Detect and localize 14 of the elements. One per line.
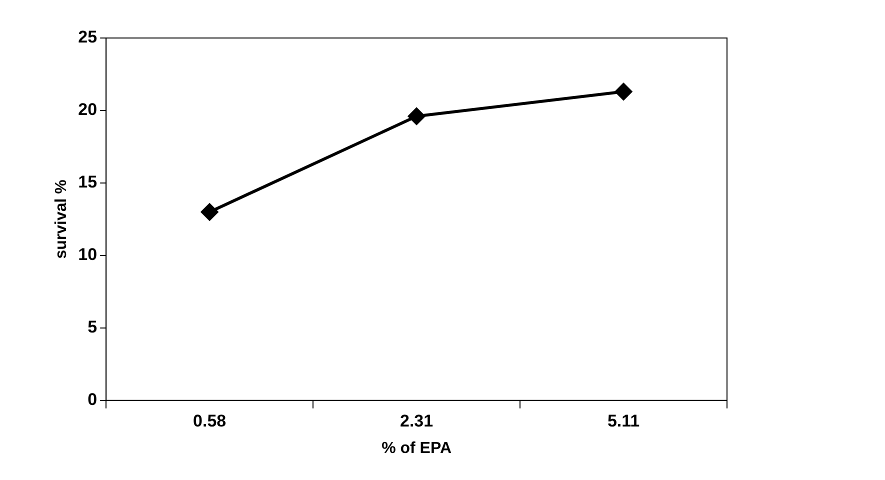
x-axis-title: % of EPA bbox=[382, 440, 452, 457]
y-tick-label: 20 bbox=[78, 100, 98, 120]
x-tick-label: 0.58 bbox=[193, 411, 226, 430]
x-tick-label: 5.11 bbox=[607, 411, 640, 430]
point bbox=[615, 83, 632, 100]
y-axis-title: survival % bbox=[53, 180, 70, 259]
point bbox=[408, 108, 426, 125]
y-tick-label: 10 bbox=[78, 245, 98, 264]
y-tick-label: 15 bbox=[78, 172, 98, 192]
y-tick-label: 5 bbox=[88, 318, 98, 337]
y-tick-label: 25 bbox=[78, 28, 98, 47]
y-tick-label: 0 bbox=[88, 390, 98, 410]
point bbox=[201, 203, 218, 220]
x-tick-label: 2.31 bbox=[400, 411, 434, 430]
